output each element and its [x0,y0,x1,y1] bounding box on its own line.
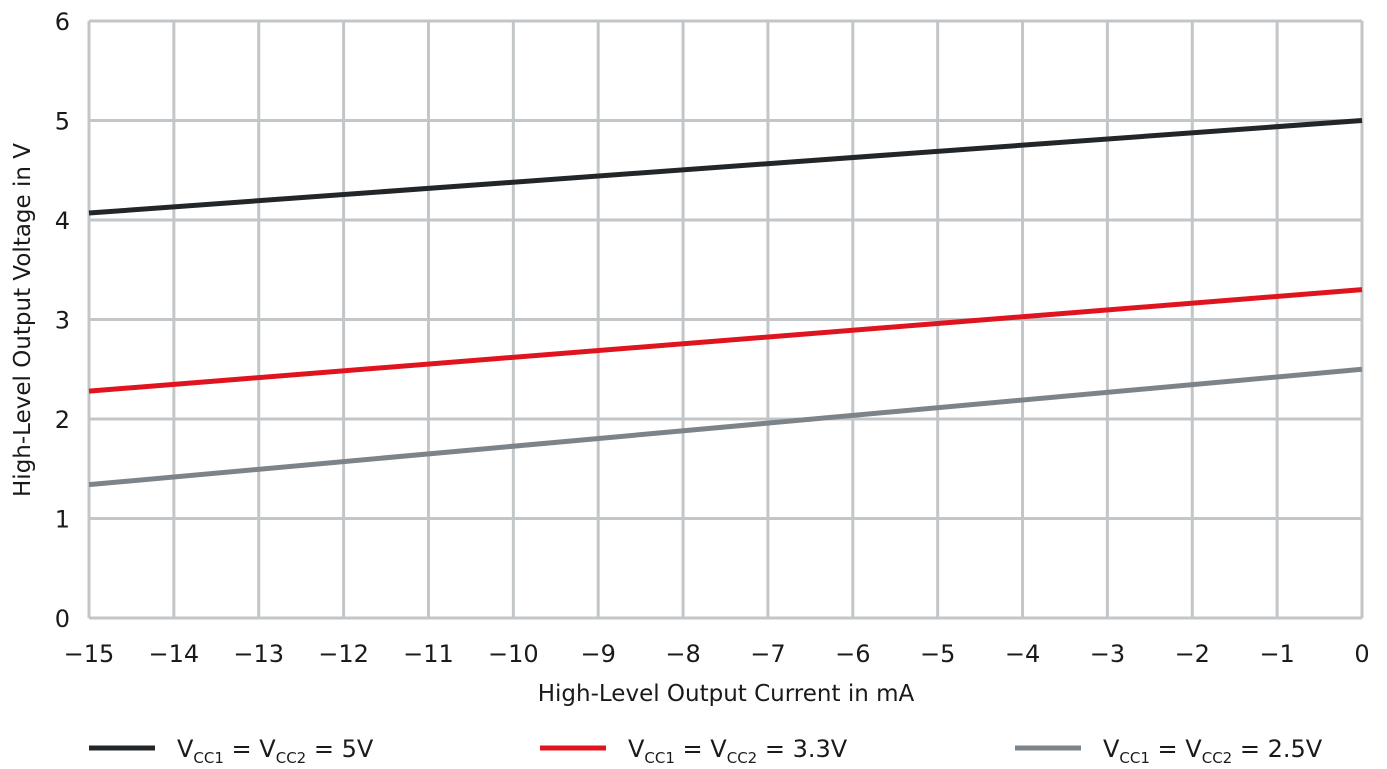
series-group [88,118,1363,488]
x-tick-label: 0 [1354,640,1369,668]
x-tick-label: −2 [1175,640,1210,668]
y-tick-label: 1 [55,506,70,534]
x-tick-label: −1 [1259,640,1294,668]
y-tick-label: 0 [55,605,70,633]
y-tick-labels: 0 1 2 3 4 5 6 [55,8,70,633]
y-tick-label: 3 [55,307,70,335]
y-tick-label: 6 [55,8,70,36]
x-tick-label: −10 [488,640,539,668]
series-line-1 [88,118,1363,216]
legend-label-1: VCC1 = VCC2 = 5V [177,735,374,767]
series-line-3 [88,366,1363,488]
x-tick-labels: −15 −14 −13 −12 −11 −10 −9 −8 −7 −6 −5 −4 −3 −2 −1 0 [64,640,1370,668]
y-tick-label: 4 [55,207,70,235]
x-tick-label: −3 [1090,640,1125,668]
series-line-2 [88,287,1363,394]
x-tick-label: −4 [1005,640,1040,668]
x-tick-label: −15 [64,640,115,668]
x-tick-label: −12 [318,640,369,668]
x-tick-label: −14 [149,640,200,668]
legend: VCC1 = VCC2 = 5V VCC1 = VCC2 = 3.3V VCC1 =… [89,735,1323,767]
grid [87,19,1364,620]
y-tick-label: 5 [55,108,70,136]
x-tick-label: −5 [920,640,955,668]
legend-label-2: VCC1 = VCC2 = 3.3V [628,735,848,767]
x-tick-label: −6 [835,640,870,668]
x-tick-label: −9 [581,640,616,668]
x-tick-label: −7 [750,640,785,668]
x-axis-label: High-Level Output Current in mA [538,681,915,707]
y-axis-label: High-Level Output Voltage in V [10,143,36,497]
x-tick-label: −8 [665,640,700,668]
y-tick-label: 2 [55,406,70,434]
x-tick-label: −13 [233,640,284,668]
legend-label-3: VCC1 = VCC2 = 2.5V [1103,735,1323,767]
x-tick-label: −11 [403,640,454,668]
